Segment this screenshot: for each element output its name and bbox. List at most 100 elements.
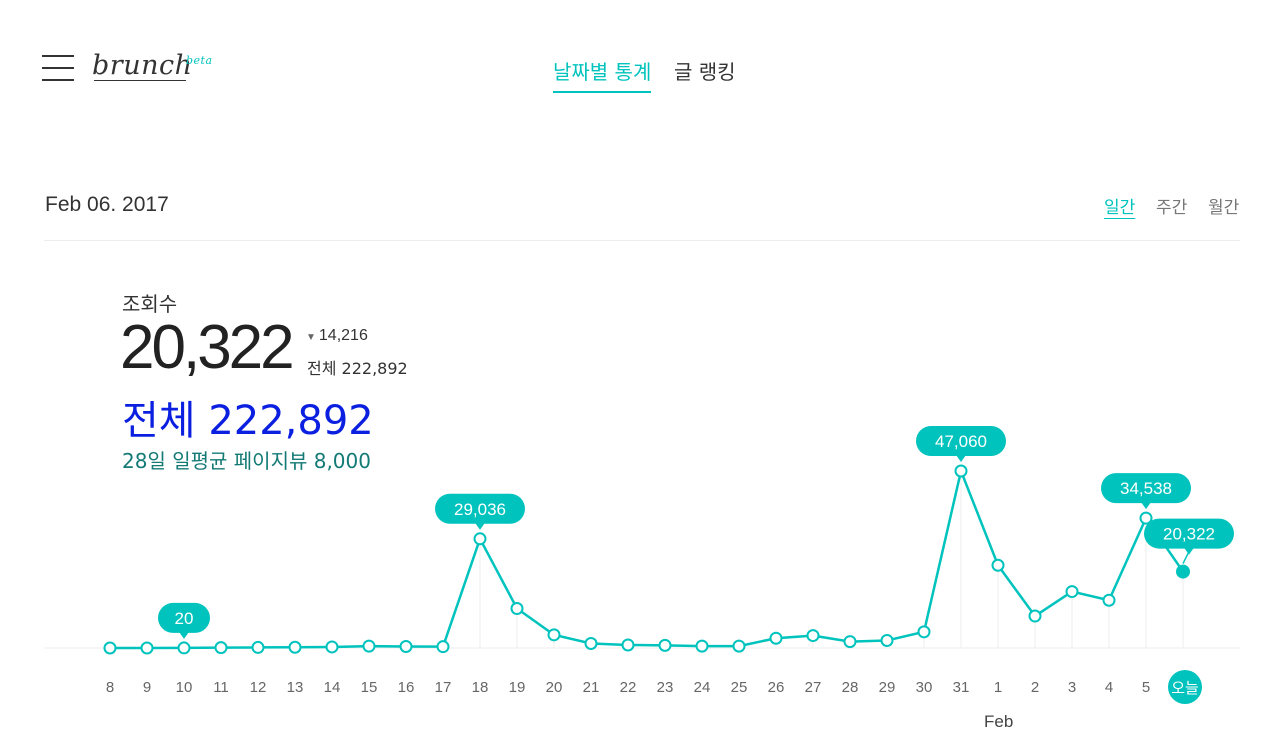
x-tick-label: 18 xyxy=(472,679,489,696)
tooltip-label: 29,036 xyxy=(454,500,506,519)
x-tick-label: 28 xyxy=(842,679,859,696)
tooltip-pointer xyxy=(475,522,485,530)
beta-badge: beta xyxy=(186,54,213,67)
x-tick-label: 5 xyxy=(1142,679,1150,696)
data-point xyxy=(1065,585,1079,599)
x-tick-label: 24 xyxy=(694,679,711,696)
x-tick-label: 14 xyxy=(324,679,341,696)
period-monthly[interactable]: 월간 xyxy=(1208,198,1240,218)
x-tick-label: 11 xyxy=(213,679,229,696)
tooltip-label: 47,060 xyxy=(935,432,987,451)
data-point xyxy=(399,639,413,653)
views-label: 조회수 xyxy=(122,292,178,316)
tooltip-pointer xyxy=(179,631,189,639)
x-tick-label: 오늘 xyxy=(1171,679,1199,697)
series-line xyxy=(110,469,1185,650)
data-point xyxy=(510,602,524,616)
data-point xyxy=(732,639,746,653)
data-point xyxy=(695,639,709,653)
data-point xyxy=(1176,564,1190,579)
data-point xyxy=(880,633,894,647)
x-tick-label: 4 xyxy=(1105,679,1113,696)
period-daily[interactable]: 일간 xyxy=(1104,198,1136,218)
data-point xyxy=(954,464,968,478)
data-point xyxy=(214,641,228,655)
x-tick-label: 21 xyxy=(583,679,600,696)
period-weekly[interactable]: 주간 xyxy=(1156,198,1188,218)
value-tooltip xyxy=(158,602,210,633)
x-tick-label: 29 xyxy=(879,679,896,696)
tab-daily-stats[interactable]: 날짜별 통계 xyxy=(553,56,652,93)
views-change: ▼ 14,216 xyxy=(306,327,368,345)
data-point xyxy=(1028,609,1042,623)
x-tick-label: 9 xyxy=(143,679,151,696)
x-tick-label: 1 xyxy=(994,679,1002,696)
tooltip-label: 34,538 xyxy=(1120,479,1172,498)
month-label: Feb xyxy=(984,712,1014,731)
data-point xyxy=(991,558,1005,572)
x-tick-label: 17 xyxy=(435,679,452,696)
x-tick-label: 2 xyxy=(1031,679,1039,696)
data-point xyxy=(1139,511,1153,525)
data-point xyxy=(251,640,265,654)
x-tick-label: 8 xyxy=(106,679,114,696)
data-point xyxy=(103,641,117,655)
views-total-big: 전체 222,892 xyxy=(122,398,374,444)
data-point xyxy=(140,641,154,655)
views-change-value: 14,216 xyxy=(318,327,368,344)
data-point xyxy=(436,640,450,654)
tooltip-label: 20,322 xyxy=(1163,525,1215,544)
x-tick-label: 12 xyxy=(250,679,267,696)
x-tick-label: 10 xyxy=(176,679,193,696)
down-triangle-icon: ▼ xyxy=(306,332,316,343)
tooltip-pointer xyxy=(1184,547,1194,555)
data-point xyxy=(362,639,376,653)
data-point xyxy=(658,638,672,652)
x-tick-label: 25 xyxy=(731,679,748,696)
data-point xyxy=(288,640,302,654)
x-tick-label: 20 xyxy=(546,679,563,696)
data-point xyxy=(325,640,339,654)
data-point xyxy=(806,629,820,643)
x-tick-label: 23 xyxy=(657,679,674,696)
data-point xyxy=(1102,593,1116,607)
data-point xyxy=(584,636,598,650)
logo-underline xyxy=(94,80,186,81)
tooltip-label: 20 xyxy=(175,609,194,628)
x-tick-label: 26 xyxy=(768,679,785,696)
menu-icon[interactable] xyxy=(42,55,74,81)
x-tick-label: 31 xyxy=(953,679,970,696)
brunch-logo[interactable]: brunch beta xyxy=(92,50,212,81)
data-point xyxy=(547,628,561,642)
data-point xyxy=(473,532,487,546)
data-point xyxy=(917,625,931,639)
today-connector xyxy=(1182,551,1190,564)
tooltip-pointer xyxy=(1141,502,1151,510)
x-tick-label: 19 xyxy=(509,679,526,696)
daily-average: 28일 일평균 페이지뷰 8,000 xyxy=(122,449,371,473)
views-value: 20,322 xyxy=(120,313,295,382)
value-tooltip xyxy=(1101,473,1191,504)
logo-text: brunch xyxy=(92,50,193,81)
value-tooltip xyxy=(916,426,1006,456)
x-tick-label: 13 xyxy=(287,679,304,696)
x-tick-label: 16 xyxy=(398,679,415,696)
x-tick-label: 27 xyxy=(805,679,822,696)
x-tick-label: 15 xyxy=(361,679,378,696)
value-tooltip xyxy=(435,493,525,524)
x-tick-label: 3 xyxy=(1068,679,1076,696)
data-point xyxy=(177,641,191,655)
tooltip-pointer xyxy=(956,455,966,462)
data-point xyxy=(843,635,857,649)
value-tooltip xyxy=(1144,518,1234,549)
today-marker xyxy=(1168,670,1202,704)
data-point xyxy=(769,631,783,645)
x-tick-label: 30 xyxy=(916,679,933,696)
header-divider xyxy=(44,240,1240,241)
tab-post-ranking[interactable]: 글 랭킹 xyxy=(674,60,736,84)
x-tick-label: 22 xyxy=(620,679,637,696)
current-date: Feb 06. 2017 xyxy=(45,193,169,216)
views-total-small: 전체 222,892 xyxy=(307,359,408,378)
data-point xyxy=(621,638,635,652)
